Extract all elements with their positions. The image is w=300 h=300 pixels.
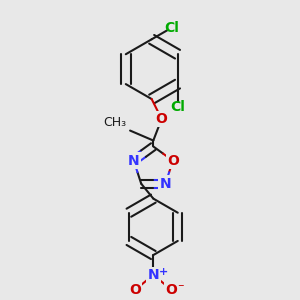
- Text: Cl: Cl: [170, 100, 185, 114]
- Text: ⁻: ⁻: [178, 282, 184, 295]
- Text: N: N: [148, 268, 159, 282]
- Text: N: N: [160, 177, 171, 191]
- Text: O: O: [129, 283, 141, 297]
- Text: O: O: [166, 283, 178, 297]
- Text: N: N: [128, 154, 140, 168]
- Text: O: O: [156, 112, 168, 126]
- Text: CH₃: CH₃: [103, 116, 127, 129]
- Text: O: O: [167, 154, 179, 168]
- Text: +: +: [159, 267, 169, 277]
- Text: Cl: Cl: [164, 21, 179, 35]
